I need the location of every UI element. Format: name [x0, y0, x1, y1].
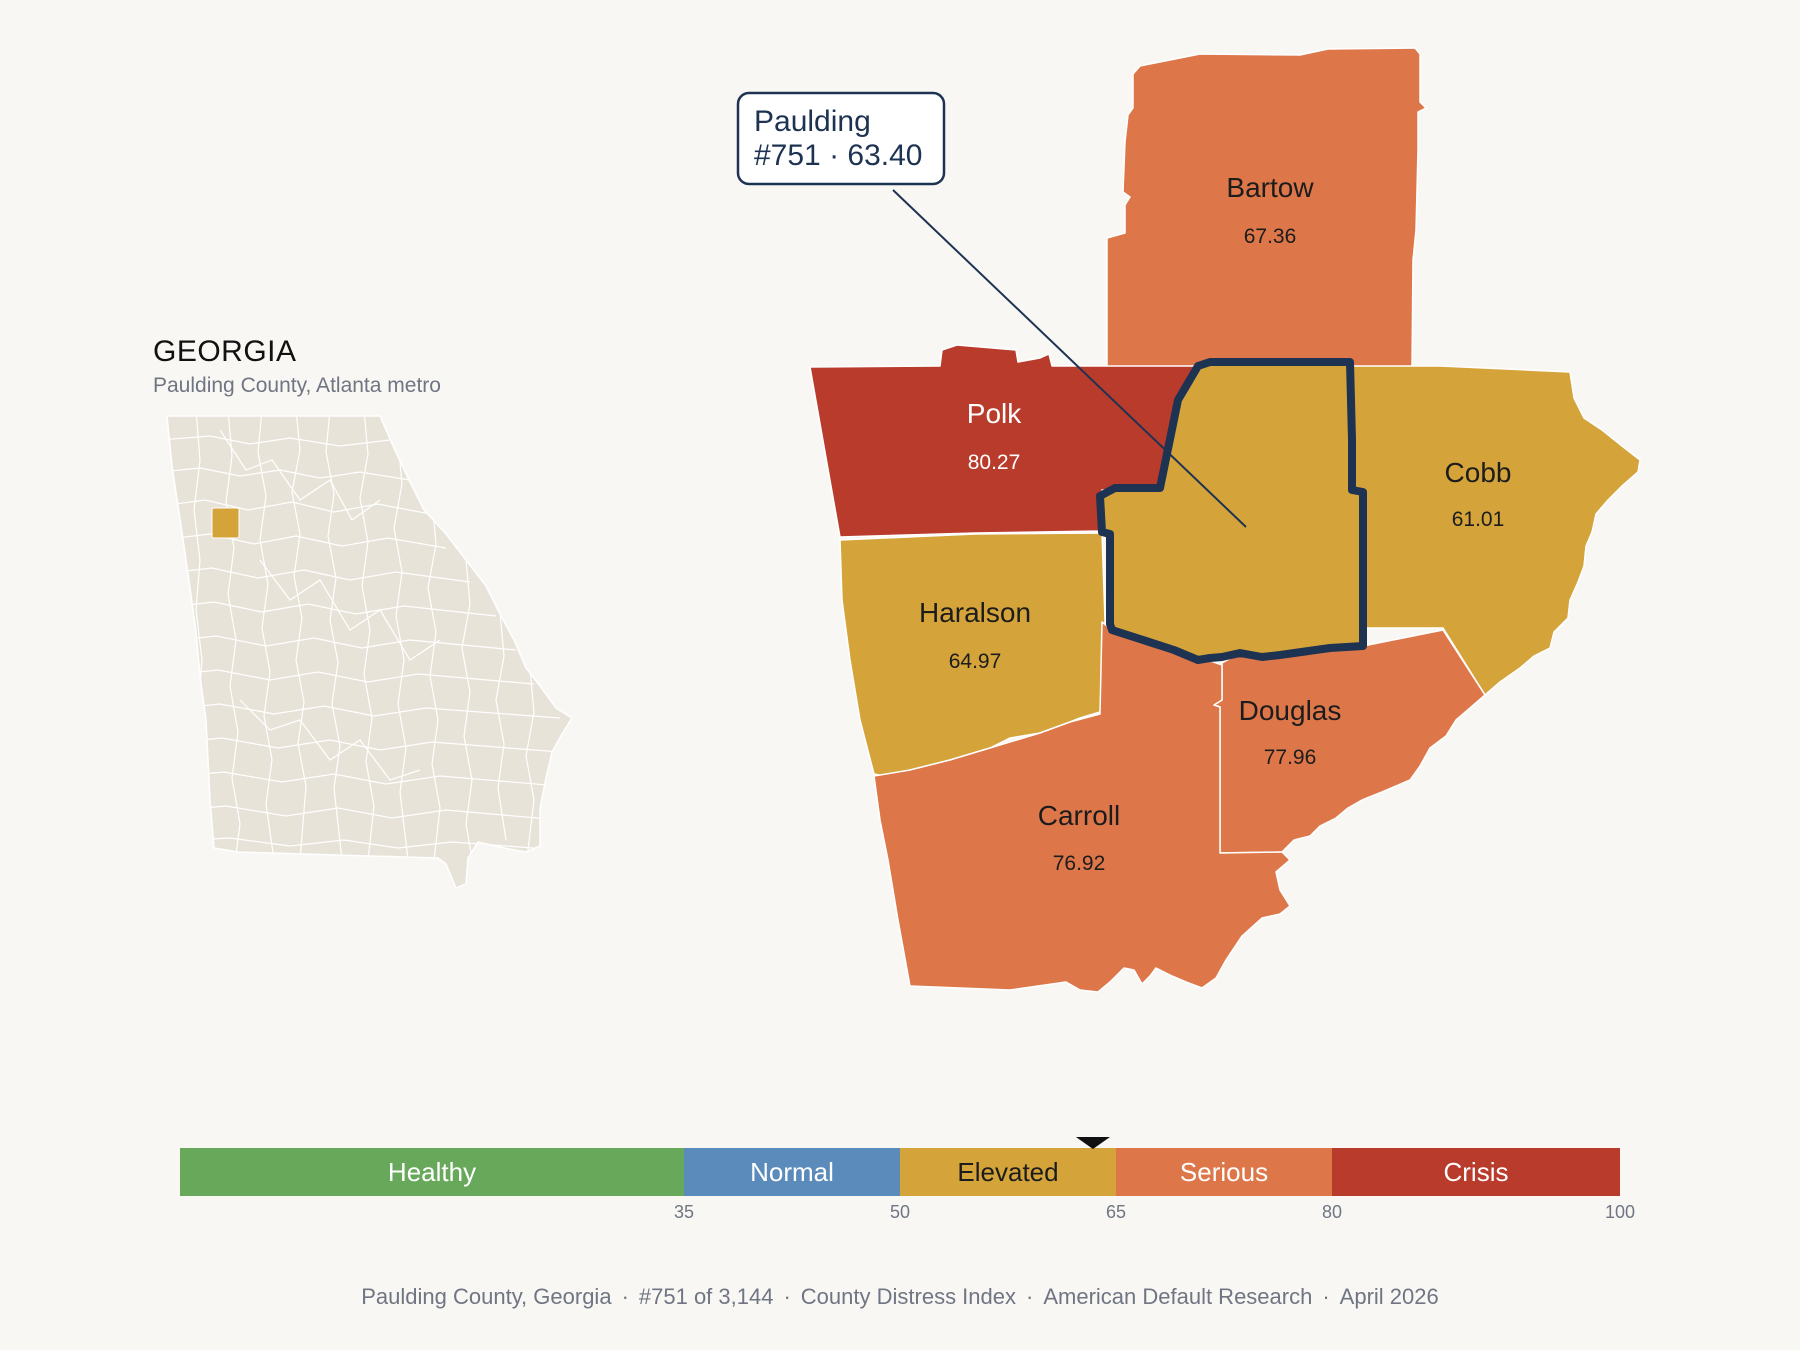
scale-tick-50: 50 [890, 1202, 910, 1222]
scale-band-serious [1116, 1148, 1332, 1196]
county-haralson[interactable] [839, 532, 1106, 777]
footer-county: Paulding County, Georgia [361, 1284, 612, 1309]
georgia-county-lines [167, 416, 561, 871]
county-labels: Bartow 67.36 Polk 80.27 Cobb 61.01 Haral… [919, 172, 1512, 875]
county-carroll[interactable] [873, 621, 1291, 993]
county-label-carroll: Carroll [1038, 800, 1120, 831]
scale-band-normal [684, 1148, 900, 1196]
footer-date: April 2026 [1339, 1284, 1439, 1309]
scale-band-healthy [180, 1148, 684, 1196]
county-bartow[interactable] [1106, 47, 1427, 369]
county-cobb[interactable] [1349, 365, 1641, 696]
county-douglas[interactable] [1213, 629, 1486, 854]
county-value-bartow: 67.36 [1244, 225, 1297, 248]
callout-leader-line [892, 189, 1247, 528]
distress-scale: Healthy Normal Elevated Serious Crisis 35 50 6… [180, 1137, 1635, 1222]
scale-tick-80: 80 [1322, 1202, 1342, 1222]
georgia-inset: GEORGIA Paulding County, Atlanta metro [153, 335, 574, 889]
inset-title: GEORGIA [153, 335, 297, 368]
county-value-cobb: 61.01 [1452, 508, 1505, 531]
scale-band-label-normal: Normal [750, 1157, 834, 1187]
county-value-haralson: 64.97 [949, 650, 1002, 673]
focus-callout: Paulding #751 · 63.40 [736, 91, 1247, 528]
scale-marker [1075, 1137, 1110, 1149]
footer-rank: #751 of 3,144 [638, 1284, 774, 1309]
county-label-douglas: Douglas [1239, 695, 1342, 726]
footer-source: American Default Research [1043, 1284, 1313, 1309]
scale-band-elevated [900, 1148, 1116, 1196]
scale-band-crisis [1332, 1148, 1620, 1196]
scale-band-label-serious: Serious [1180, 1157, 1268, 1187]
county-value-polk: 80.27 [968, 451, 1021, 474]
footer-index: County Distress Index [800, 1284, 1016, 1309]
scale-band-label-elevated: Elevated [957, 1157, 1058, 1187]
county-paulding-focus[interactable] [1096, 358, 1367, 664]
callout-box [736, 91, 946, 186]
footer: Paulding County, Georgia · #751 of 3,144 · C… [361, 1284, 1439, 1309]
county-value-carroll: 76.92 [1053, 852, 1106, 875]
regional-map [809, 47, 1641, 993]
county-label-cobb: Cobb [1445, 457, 1512, 488]
scale-tick-100: 100 [1605, 1202, 1635, 1222]
scale-tick-35: 35 [674, 1202, 694, 1222]
county-polk[interactable] [809, 344, 1199, 538]
inset-paulding-highlight [211, 507, 240, 539]
scale-band-label-crisis: Crisis [1444, 1157, 1509, 1187]
inset-subtitle: Paulding County, Atlanta metro [153, 374, 441, 397]
callout-county-name: Paulding [754, 105, 871, 138]
county-label-bartow: Bartow [1226, 172, 1314, 203]
county-value-douglas: 77.96 [1264, 746, 1317, 769]
county-label-haralson: Haralson [919, 597, 1031, 628]
county-label-polk: Polk [967, 398, 1022, 429]
scale-band-label-healthy: Healthy [388, 1157, 476, 1187]
scale-tick-65: 65 [1106, 1202, 1126, 1222]
callout-rank-value: #751 · 63.40 [754, 139, 922, 172]
